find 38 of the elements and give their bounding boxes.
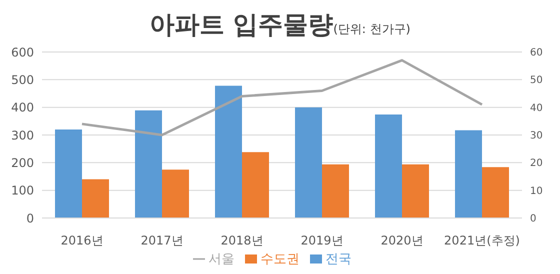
bar — [402, 164, 429, 218]
bar — [455, 130, 482, 218]
legend-label: 수도권 — [260, 252, 300, 267]
bar — [55, 129, 82, 218]
chart-title: 아파트 입주물량 — [150, 10, 334, 39]
y2-tick-label: 50 — [530, 75, 543, 86]
x-tick-label: 2018년 — [220, 234, 264, 248]
x-tick-label: 2019년 — [300, 234, 344, 248]
legend-label: 서울 — [208, 252, 234, 267]
chart-subtitle: (단위: 천가구) — [333, 22, 410, 36]
bar — [135, 110, 162, 218]
y2-tick-label: 40 — [530, 102, 543, 114]
bar — [82, 179, 109, 218]
bar — [162, 170, 189, 218]
y2-tick-label: 60 — [530, 48, 543, 59]
y-tick-label: 100 — [11, 184, 34, 198]
y-tick-label: 0 — [26, 211, 34, 226]
y-tick-label: 500 — [11, 72, 34, 87]
y2-tick-label: 30 — [530, 130, 543, 142]
bar — [375, 114, 402, 218]
bar — [295, 107, 322, 218]
x-tick-label: 2016년 — [60, 234, 104, 248]
y-tick-label: 300 — [11, 128, 34, 142]
x-tick-label: 2020년 — [380, 234, 424, 248]
bar — [322, 164, 349, 218]
y2-tick-label: 20 — [530, 158, 543, 170]
y-tick-label: 400 — [11, 100, 34, 115]
line-series — [80, 59, 484, 136]
x-tick-label: 2017년 — [140, 234, 184, 248]
y2-tick-label: 10 — [530, 186, 543, 197]
bar — [482, 167, 509, 218]
legend-label: 전국 — [326, 252, 352, 267]
bar — [242, 152, 269, 218]
y-tick-label: 200 — [11, 156, 34, 170]
y-tick-label: 600 — [11, 45, 34, 60]
y2-tick-label: 0 — [530, 214, 536, 225]
bar — [215, 86, 242, 218]
x-tick-label: 2021년(추정) — [444, 234, 520, 248]
